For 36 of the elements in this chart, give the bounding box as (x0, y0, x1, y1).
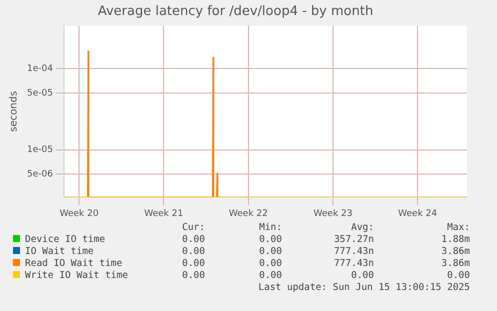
chart-title: Average latency for /dev/loop4 - by month (98, 4, 374, 20)
x-tick-label: Week 20 (60, 208, 99, 219)
text: 3.86m (441, 258, 470, 270)
text: 357.27n (334, 234, 374, 246)
text: 0.00 (351, 270, 374, 282)
text: 777.43n (334, 246, 374, 258)
y-tick-label: 1e-04 (26, 64, 54, 74)
text: Cur: (182, 222, 205, 234)
x-tick-label: Week 23 (314, 208, 352, 219)
text: 0.00 (182, 258, 205, 270)
text: 0.00 (259, 258, 282, 270)
y-tick-label: 5e-05 (26, 88, 53, 98)
text: 0.00 (259, 234, 282, 246)
text: 0.00 (182, 234, 205, 246)
legend-label: Device IO time (24, 234, 106, 246)
text: Last update: Sun Jun 15 13:00:15 2025 (258, 282, 470, 294)
y-tick-label: 1e-05 (26, 145, 53, 156)
text: 1.88m (441, 234, 470, 246)
text: Min: (259, 222, 282, 234)
text: 0.00 (259, 270, 282, 282)
x-tick-label: Week 21 (144, 208, 184, 219)
x-tick-label: Week 22 (228, 208, 268, 219)
text: Max: (447, 222, 470, 234)
text: 0.00 (182, 246, 205, 258)
text: 777.43n (334, 258, 374, 270)
y-tick-label: 5e-06 (26, 170, 54, 180)
text: Avg: (351, 222, 374, 234)
y-axis-title: seconds (8, 90, 20, 132)
legend-label: IO Wait time (24, 246, 94, 258)
text: 0.00 (259, 246, 282, 258)
text: 0.00 (182, 270, 205, 282)
text: 3.86m (441, 246, 470, 258)
legend-label: Read IO Wait time (24, 258, 122, 270)
text: 0.00 (447, 270, 470, 282)
x-tick-label: Week 24 (398, 208, 438, 219)
legend-label: Write IO Wait time (24, 270, 128, 282)
